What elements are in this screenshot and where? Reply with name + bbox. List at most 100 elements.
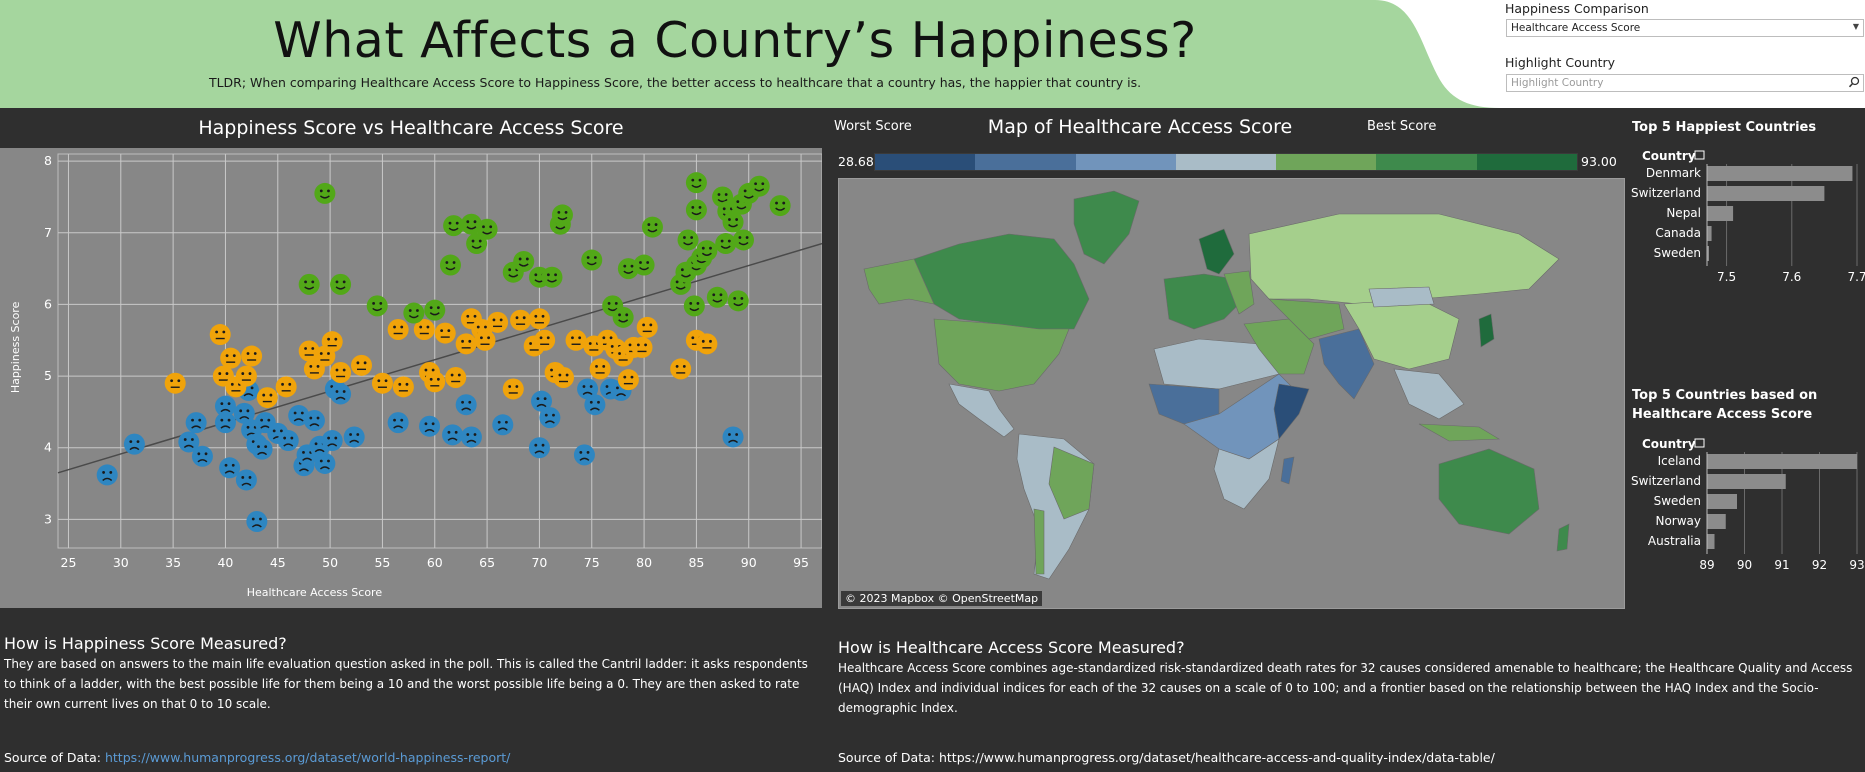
- data-point[interactable]: [96, 464, 118, 486]
- data-point[interactable]: [256, 387, 278, 409]
- data-point[interactable]: [241, 345, 263, 367]
- data-point[interactable]: [164, 372, 186, 394]
- bar[interactable]: [1707, 454, 1857, 469]
- data-point[interactable]: [314, 182, 336, 204]
- bar[interactable]: [1707, 226, 1712, 241]
- data-point[interactable]: [633, 254, 655, 276]
- data-point[interactable]: [387, 412, 409, 434]
- health-source-link[interactable]: https://www.humanprogress.org/dataset/he…: [938, 750, 1495, 765]
- data-point[interactable]: [460, 426, 482, 448]
- data-point[interactable]: [696, 333, 718, 355]
- data-point[interactable]: [706, 286, 728, 308]
- data-point[interactable]: [528, 437, 550, 459]
- data-point[interactable]: [214, 395, 236, 417]
- data-point[interactable]: [314, 452, 336, 474]
- data-point[interactable]: [330, 361, 352, 383]
- data-point[interactable]: [677, 229, 699, 251]
- data-point[interactable]: [321, 331, 343, 353]
- data-point[interactable]: [233, 402, 255, 424]
- data-point[interactable]: [277, 430, 299, 452]
- data-point[interactable]: [722, 426, 744, 448]
- data-point[interactable]: [492, 414, 514, 436]
- data-point[interactable]: [617, 369, 639, 391]
- data-point[interactable]: [220, 347, 242, 369]
- data-point[interactable]: [552, 367, 574, 389]
- data-point[interactable]: [641, 216, 663, 238]
- data-point[interactable]: [330, 273, 352, 295]
- data-point[interactable]: [722, 211, 744, 233]
- data-point[interactable]: [617, 258, 639, 280]
- data-point[interactable]: [403, 302, 425, 324]
- data-point[interactable]: [330, 383, 352, 405]
- data-point[interactable]: [727, 290, 749, 312]
- world-map[interactable]: © 2023 Mapbox © OpenStreetMap: [838, 178, 1625, 609]
- data-point[interactable]: [474, 329, 496, 351]
- data-point[interactable]: [612, 306, 634, 328]
- data-point[interactable]: [443, 215, 465, 237]
- map-credit[interactable]: © 2023 Mapbox © OpenStreetMap: [841, 591, 1043, 606]
- bar[interactable]: [1707, 246, 1709, 261]
- data-point[interactable]: [589, 358, 611, 380]
- data-point[interactable]: [178, 431, 200, 453]
- bar[interactable]: [1707, 494, 1737, 509]
- data-point[interactable]: [235, 365, 257, 387]
- data-point[interactable]: [251, 438, 273, 460]
- data-point[interactable]: [685, 172, 707, 194]
- data-point[interactable]: [123, 433, 145, 455]
- data-point[interactable]: [769, 195, 791, 217]
- bar[interactable]: [1707, 474, 1786, 489]
- data-point[interactable]: [696, 240, 718, 262]
- data-point[interactable]: [351, 354, 373, 376]
- data-point[interactable]: [413, 319, 435, 341]
- data-point[interactable]: [528, 308, 550, 330]
- world-map-svg[interactable]: [839, 179, 1625, 609]
- happiness-source-link[interactable]: https://www.humanprogress.org/dataset/wo…: [104, 750, 511, 765]
- data-point[interactable]: [577, 378, 599, 400]
- bar[interactable]: [1707, 206, 1734, 221]
- data-point[interactable]: [191, 445, 213, 467]
- data-point[interactable]: [565, 329, 587, 351]
- data-point[interactable]: [551, 204, 573, 226]
- bar[interactable]: [1707, 166, 1853, 181]
- data-point[interactable]: [539, 407, 561, 429]
- top-health-chart[interactable]: Country Iceland Switzerland Sweden Norway Aus…: [1627, 436, 1865, 578]
- data-point[interactable]: [219, 457, 241, 479]
- data-point[interactable]: [502, 378, 524, 400]
- data-point[interactable]: [748, 175, 770, 197]
- data-point[interactable]: [442, 424, 464, 446]
- data-point[interactable]: [581, 249, 603, 271]
- data-point[interactable]: [573, 444, 595, 466]
- data-point[interactable]: [321, 430, 343, 452]
- scatter-plot[interactable]: 25 30 35 40 45 50 55 60 65 70 75 80 85 90 95 3 4 5 6 7 8 Heal…: [0, 148, 822, 608]
- data-point[interactable]: [434, 322, 456, 344]
- data-point[interactable]: [715, 233, 737, 255]
- data-point[interactable]: [343, 426, 365, 448]
- data-point[interactable]: [476, 218, 498, 240]
- data-point[interactable]: [303, 409, 325, 431]
- data-point[interactable]: [214, 412, 236, 434]
- data-point[interactable]: [685, 199, 707, 221]
- data-point[interactable]: [235, 469, 257, 491]
- data-point[interactable]: [424, 299, 446, 321]
- search-icon[interactable]: [1848, 75, 1860, 89]
- data-point[interactable]: [185, 412, 207, 434]
- data-point[interactable]: [683, 295, 705, 317]
- data-point[interactable]: [455, 333, 477, 355]
- data-point[interactable]: [387, 319, 409, 341]
- data-point[interactable]: [371, 372, 393, 394]
- data-point[interactable]: [487, 311, 509, 333]
- data-point[interactable]: [541, 266, 563, 288]
- sort-icon[interactable]: [1694, 438, 1705, 448]
- comparison-dropdown[interactable]: Healthcare Access Score ▼: [1506, 19, 1864, 37]
- bar[interactable]: [1707, 186, 1825, 201]
- data-point[interactable]: [419, 415, 441, 437]
- data-point[interactable]: [531, 390, 553, 412]
- sort-icon[interactable]: [1694, 150, 1705, 160]
- data-point[interactable]: [631, 336, 653, 358]
- data-point[interactable]: [510, 309, 532, 331]
- data-point[interactable]: [455, 394, 477, 416]
- data-point[interactable]: [209, 324, 231, 346]
- data-point[interactable]: [392, 376, 414, 398]
- data-point[interactable]: [513, 250, 535, 272]
- data-point[interactable]: [275, 376, 297, 398]
